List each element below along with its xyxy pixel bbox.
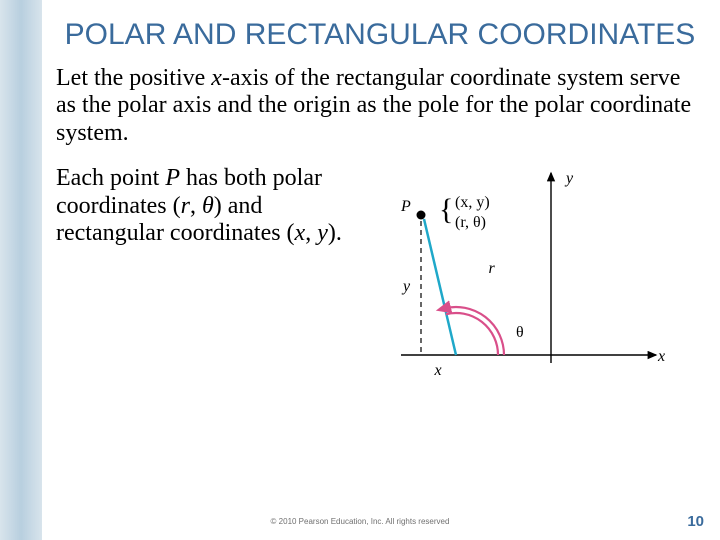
coordinate-diagram: { P (x, y) (r, θ) y x x y r θ [356, 165, 704, 395]
diagram-svg: { P (x, y) (r, θ) y x x y r θ [356, 165, 676, 395]
copyright-text: © 2010 Pearson Education, Inc. All right… [0, 517, 720, 526]
svg-text:y: y [401, 278, 411, 295]
svg-text:x: x [434, 362, 442, 379]
svg-text:(x, y): (x, y) [455, 194, 490, 211]
paragraph-2: Each point P has both polar coordinates … [56, 165, 356, 248]
svg-text:θ: θ [516, 324, 524, 341]
svg-text:x: x [657, 348, 665, 365]
svg-text:{: { [439, 193, 453, 226]
slide-title: POLAR AND RECTANGULAR COORDINATES [56, 18, 704, 53]
svg-text:r: r [489, 260, 496, 277]
svg-text:(r, θ): (r, θ) [455, 214, 486, 231]
svg-text:y: y [564, 170, 574, 187]
page-number: 10 [687, 513, 704, 530]
svg-text:P: P [400, 198, 411, 215]
slide-content: POLAR AND RECTANGULAR COORDINATES Let th… [56, 0, 704, 540]
paragraph-1: Let the positive x-axis of the rectangul… [56, 65, 704, 148]
sidebar-accent [0, 0, 42, 540]
